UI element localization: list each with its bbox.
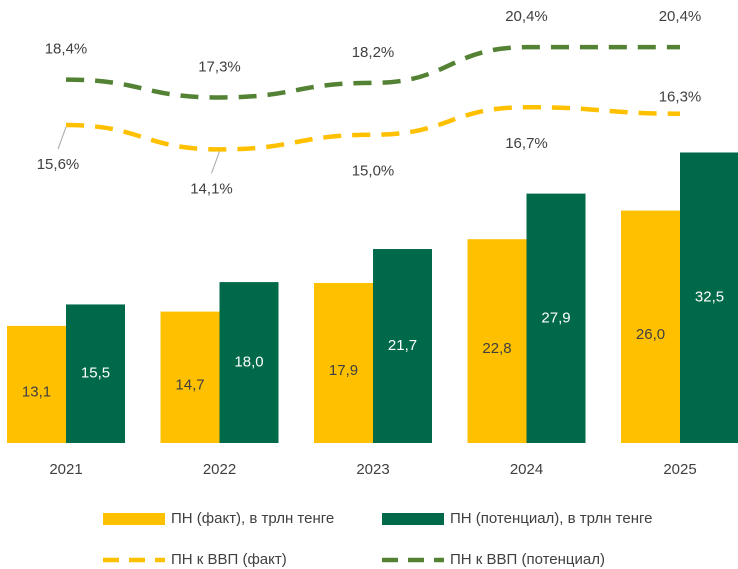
x-tick-label: 2025 [663, 461, 696, 478]
x-tick-label: 2024 [510, 461, 543, 478]
data-label: 26,0 [636, 326, 665, 343]
line [65, 44, 680, 100]
data-label: 17,3% [198, 58, 241, 75]
bar [373, 249, 432, 443]
data-label: 16,7% [505, 135, 548, 152]
data-label: 14,7 [175, 376, 204, 393]
leader-line [57, 126, 67, 150]
data-label: 22,8 [482, 340, 511, 357]
bar [621, 210, 680, 443]
data-label: 15,5 [81, 365, 110, 382]
legend-swatch [103, 513, 165, 525]
bar [680, 152, 738, 443]
data-label: 18,2% [352, 44, 395, 61]
x-tick-label: 2022 [203, 461, 236, 478]
x-tick-label: 2021 [49, 461, 82, 478]
x-tick-label: 2023 [356, 461, 389, 478]
leader-line [211, 151, 220, 174]
bar [314, 282, 373, 443]
data-label: 32,5 [695, 289, 724, 306]
data-label: 21,7 [388, 337, 417, 354]
bar [7, 325, 66, 443]
data-label: 14,1% [190, 180, 233, 197]
legend-label: ПН (факт), в трлн тенге [171, 510, 334, 527]
data-label: 18,0 [234, 354, 263, 371]
data-label: 18,4% [45, 41, 88, 58]
data-label: 15,6% [37, 156, 80, 173]
data-label: 17,9 [329, 362, 358, 379]
legend-swatch [382, 513, 444, 525]
line [65, 104, 681, 152]
data-label: 15,0% [352, 163, 395, 180]
legend-label: ПН к ВВП (факт) [171, 551, 287, 568]
bar [160, 311, 220, 443]
data-label: 27,9 [541, 309, 570, 326]
data-label: 20,4% [659, 8, 702, 25]
data-label: 13,1 [22, 383, 51, 400]
bar [219, 282, 279, 443]
legend-label: ПН (потенциал), в трлн тенге [450, 510, 653, 527]
data-label: 20,4% [505, 8, 548, 25]
data-label: 16,3% [659, 89, 702, 106]
legend-label: ПН к ВВП (потенциал) [450, 551, 605, 568]
bar [526, 193, 586, 443]
bar [66, 304, 125, 443]
bar [467, 239, 527, 443]
